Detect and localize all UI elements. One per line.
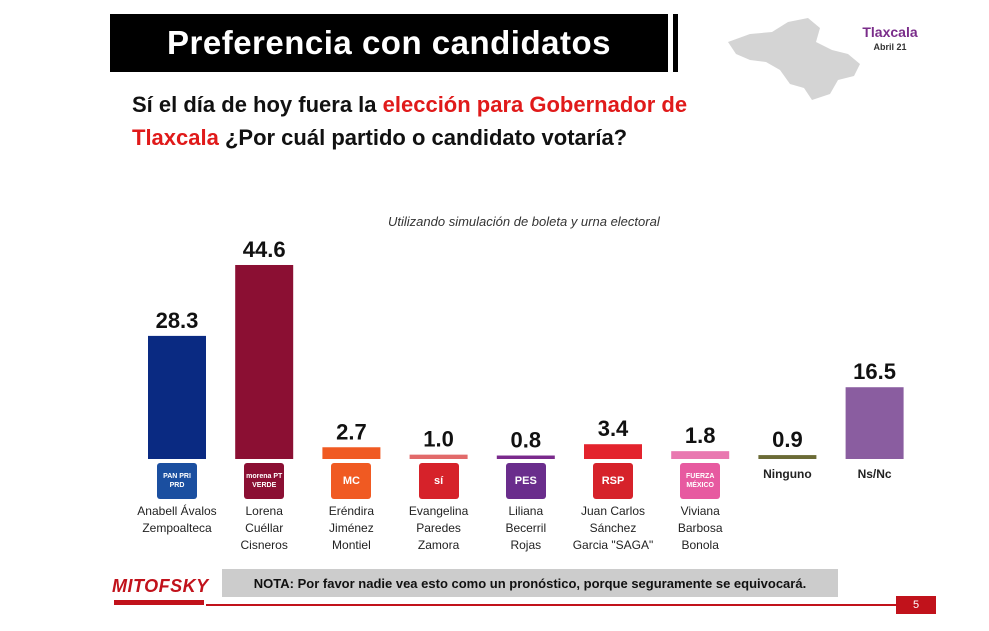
party-logo-5: RSP [593,463,633,499]
date-label: Abril 21 [873,42,907,52]
candidate-label-line: Juan Carlos [580,504,646,518]
party-logo-6: FUERZA MÉXICO [680,463,721,499]
footer-divider [206,604,896,606]
bar-4 [496,455,555,459]
candidate-label-line: Barbosa [677,521,723,535]
disclaimer-note: NOTA: Por favor nadie vea esto como un p… [222,569,838,597]
bar-7 [758,455,817,459]
bar-value-label-5: 3.4 [598,416,629,441]
candidate-label-line: Anabell Ávalos [137,504,217,518]
candidate-label-line: Zamora [417,538,460,552]
candidate-label-2: Eréndira Jiménez Montiel [301,503,401,554]
bar-0 [148,335,206,459]
candidate-label-line: Garcia "SAGA" [572,538,654,552]
question-part-1: Sí el día de hoy fuera la [132,92,383,117]
candidate-label-line: Jiménez [329,521,374,535]
candidate-label-line: Montiel [332,538,371,552]
candidate-label-7: Ninguno [737,466,837,483]
party-logo-4: PES [505,463,546,499]
bar-8 [845,387,904,459]
bar-value-label-8: 16.5 [853,359,896,384]
candidate-label-line: Rojas [510,538,542,552]
bar-value-label-6: 1.8 [685,423,716,448]
brand-underline [114,600,204,605]
candidate-label-line: Ninguno [763,467,812,481]
party-logo-0: PAN PRI PRD [157,463,197,499]
candidate-label-6: Viviana Barbosa Bonola [650,503,750,554]
candidate-label-line: Cuéllar [245,521,284,535]
tlaxcala-map-icon [728,18,860,100]
party-logo-1: morena PT VERDE [244,463,285,499]
candidate-label-line: Ns/Nc [857,467,892,481]
page-title: Preferencia con candidatos [110,14,668,72]
candidate-label-line: Sánchez [589,521,637,535]
brand-logo: MITOFSKY [112,576,209,596]
candidate-label-1: Lorena Cuéllar Cisneros [214,503,314,554]
candidate-label-line: Viviana [680,504,720,518]
question-highlight: elección para Gobernador de Tlaxcala [132,92,688,150]
candidate-label-line: Paredes [416,521,461,535]
region-label: Tlaxcala [862,24,918,40]
bar-value-label-7: 0.9 [772,427,803,452]
candidate-label-line: Cisneros [240,538,288,552]
party-logo-3: sí [418,463,459,499]
candidate-label-4: Liliana Becerril Rojas [476,503,576,554]
question-part-3: ¿Por cuál partido o candidato votaría? [218,125,628,150]
candidate-label-0: Anabell Ávalos Zempoalteca [127,503,227,537]
title-divider [668,14,673,72]
bar-value-label-4: 0.8 [511,428,542,453]
bar-1 [235,264,294,459]
bar-value-label-0: 28.3 [156,308,199,333]
candidate-label-8: Ns/Nc [825,466,925,483]
candidate-label-line: Lorena [245,504,283,518]
party-logo-2: MC [331,463,372,499]
bar-value-label-3: 1.0 [423,427,454,452]
candidate-label-line: Bonola [681,538,719,552]
bar-value-label-1: 44.6 [243,237,286,262]
bar-3 [409,454,468,459]
title-accent [673,14,678,72]
candidate-label-line: Becerril [505,521,547,535]
bar-6 [671,451,730,459]
page-number: 5 [896,596,936,614]
candidate-label-line: Zempoalteca [142,521,212,535]
candidate-label-line: Evangelina [408,504,469,518]
candidate-label-line: Eréndira [328,504,375,518]
bar-value-label-2: 2.7 [336,419,367,444]
bar-5 [584,444,642,459]
chart-subtitle: Utilizando simulación de boleta y urna e… [388,214,660,229]
candidate-label-5: Juan Carlos Sánchez Garcia "SAGA" [563,503,663,554]
candidate-label-line: Liliana [508,504,544,518]
survey-question: Sí el día de hoy fuera la elección para … [132,88,692,154]
candidate-label-3: Evangelina Paredes Zamora [389,503,489,554]
bar-2 [322,447,381,459]
